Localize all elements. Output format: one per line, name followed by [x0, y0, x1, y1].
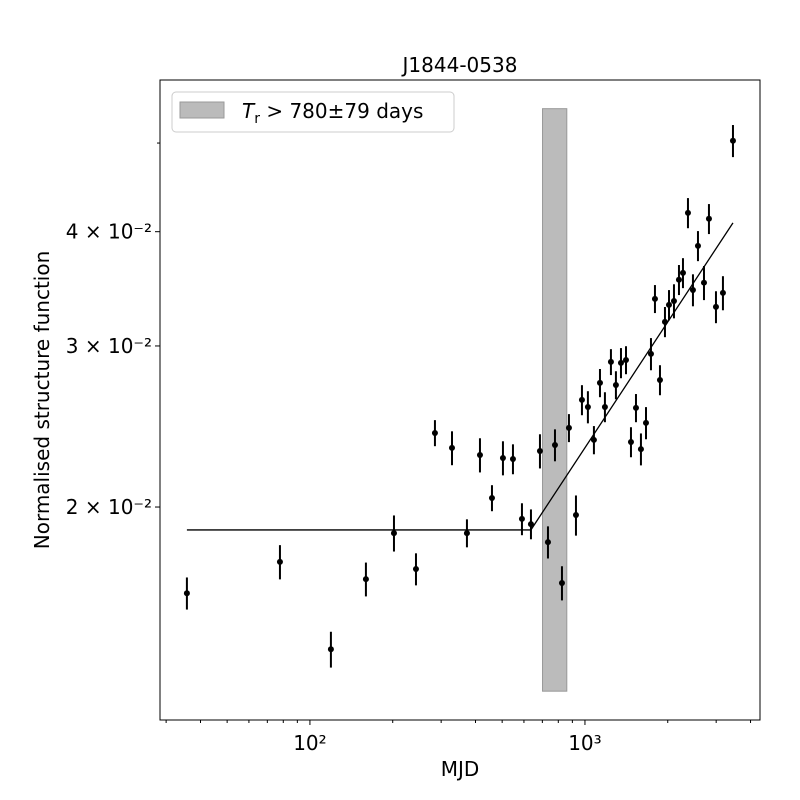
data-point	[632, 404, 639, 411]
data-point	[499, 454, 506, 461]
y-tick-label: 3 × 10⁻²	[66, 334, 152, 358]
axes-frame	[159, 79, 761, 721]
y-axis-label: Normalised structure function	[30, 251, 54, 550]
data-point	[642, 419, 649, 426]
data-point	[612, 382, 619, 389]
data-point	[622, 356, 629, 363]
data-point	[390, 530, 397, 537]
data-point	[601, 403, 608, 410]
data-point	[476, 451, 483, 458]
legend-label-sub: r	[254, 111, 260, 127]
x-tick-label: 10³	[568, 731, 601, 755]
data-point	[661, 318, 668, 325]
data-point	[719, 289, 726, 296]
data-point	[551, 441, 558, 448]
data-point	[684, 209, 691, 216]
data-point	[509, 456, 516, 463]
data-point	[651, 295, 658, 302]
plot-area	[183, 108, 736, 692]
y-tick-label: 4 × 10⁻²	[66, 220, 152, 244]
data-point	[412, 566, 419, 573]
data-point	[656, 376, 663, 383]
legend: Tr > 780±79 days	[171, 91, 455, 133]
data-point	[596, 379, 603, 386]
data-point	[705, 215, 712, 222]
legend-swatch	[179, 101, 225, 119]
data-point	[689, 286, 696, 293]
legend-label-main: T	[242, 99, 256, 123]
data-point	[617, 359, 624, 366]
data-point	[431, 429, 438, 436]
data-point	[590, 436, 597, 443]
data-point	[679, 269, 686, 276]
data-point	[362, 576, 369, 583]
data-point	[544, 539, 551, 546]
data-point	[712, 303, 719, 310]
data-point	[647, 350, 654, 357]
x-tick-label: 10²	[293, 731, 326, 755]
data-point	[675, 276, 682, 283]
legend-label-rest: > 780±79 days	[260, 99, 423, 123]
data-point	[183, 590, 190, 597]
data-point	[536, 447, 543, 454]
data-point	[527, 521, 534, 528]
data-point	[518, 515, 525, 522]
data-point	[700, 279, 707, 286]
legend-label: Tr > 780±79 days	[242, 99, 423, 127]
data-point	[584, 403, 591, 410]
data-point	[558, 579, 565, 586]
data-point	[665, 301, 672, 308]
data-point	[694, 242, 701, 249]
data-point	[578, 396, 585, 403]
chart-title: J1844-0538	[401, 53, 518, 77]
data-point	[637, 446, 644, 453]
data-point	[729, 137, 736, 144]
data-point	[488, 494, 495, 501]
data-point	[448, 444, 455, 451]
x-axis-label: MJD	[441, 757, 480, 781]
y-tick-label: 2 × 10⁻²	[66, 495, 152, 519]
data-point	[670, 297, 677, 304]
data-point	[607, 358, 614, 365]
data-point	[327, 646, 334, 653]
data-point	[572, 512, 579, 519]
data-point	[627, 438, 634, 445]
band	[542, 108, 568, 692]
data-point	[565, 424, 572, 431]
data-point	[276, 558, 283, 565]
legend-frame	[171, 91, 455, 133]
data-point	[463, 530, 470, 537]
